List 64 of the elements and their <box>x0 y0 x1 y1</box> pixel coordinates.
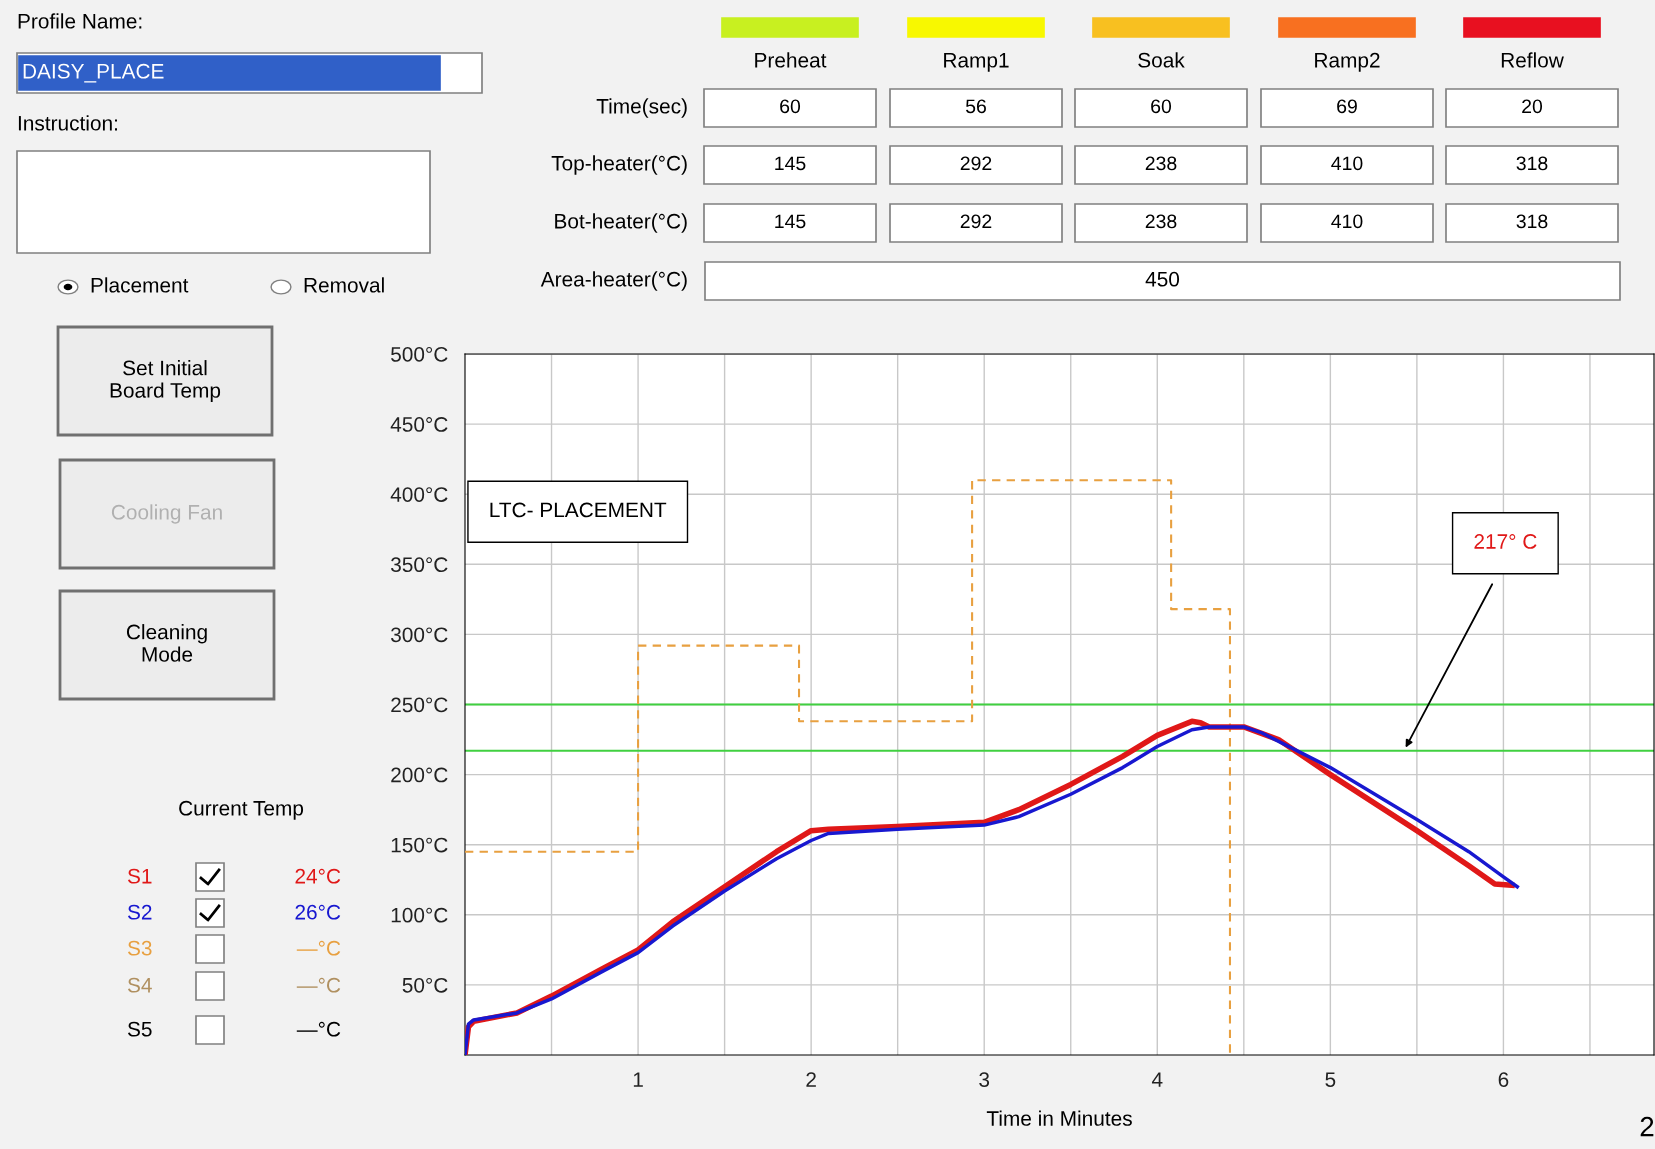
category-label: Reflow <box>1501 52 1564 68</box>
text: Cleaning Mode <box>126 624 207 662</box>
text: S4 <box>127 977 152 993</box>
data-label: 56 <box>965 99 986 114</box>
annotation: 217° C <box>1474 534 1537 549</box>
text: Placement <box>91 277 189 293</box>
x-axis-title: Time in Minutes <box>986 1110 1132 1126</box>
text: —°C <box>296 1021 341 1037</box>
x-tick-label: 6 <box>1498 1072 1509 1087</box>
text: Profile Name: <box>18 13 142 29</box>
data-label: 238 <box>1145 214 1177 229</box>
data-label: 69 <box>1337 99 1357 114</box>
y-tick-label: 150°C <box>391 837 448 853</box>
category-label: Soak <box>1138 52 1185 68</box>
text: Area-heater(°C) <box>540 271 687 291</box>
text: DAISY_PLACE <box>23 63 164 83</box>
data-label: 145 <box>775 156 806 171</box>
data-label: 60 <box>780 99 801 114</box>
data-label: 145 <box>775 214 806 229</box>
data-label: 20 <box>1522 99 1543 114</box>
text: —°C <box>296 977 341 993</box>
series-label: Time(sec) <box>596 98 687 118</box>
data-label: 410 <box>1331 156 1363 171</box>
category-label: Preheat <box>755 52 827 68</box>
y-tick-label: 50°C <box>402 977 448 993</box>
text: Current Temp <box>179 800 304 820</box>
data-label: 318 <box>1516 156 1548 171</box>
text: Removal <box>304 277 384 293</box>
text: 24°C <box>295 868 341 884</box>
x-tick-label: 2 <box>806 1072 816 1087</box>
text: S2 <box>127 904 152 920</box>
series-label: Bot-heater(°C) <box>555 213 687 233</box>
y-tick-label: 200°C <box>391 767 448 783</box>
text: S1 <box>127 868 152 884</box>
y-tick-label: 100°C <box>391 907 448 923</box>
text: 2 <box>1640 1116 1654 1137</box>
text: S3 <box>127 940 152 956</box>
data-label: 292 <box>960 214 992 229</box>
y-tick-label: 350°C <box>391 557 448 573</box>
category-label: Ramp1 <box>944 53 1009 72</box>
y-tick-label: 400°C <box>390 487 448 502</box>
text: Cooling Fan <box>111 504 222 524</box>
annotation: LTC- PLACEMENT <box>490 502 667 518</box>
category-label: Ramp2 <box>1315 52 1380 72</box>
data-label: 318 <box>1516 214 1548 229</box>
x-tick-label: 4 <box>1151 1072 1163 1087</box>
y-tick-label: 500°C <box>391 347 448 362</box>
x-tick-label: 1 <box>633 1072 643 1087</box>
x-tick-label: 3 <box>979 1072 990 1087</box>
series-label: Top-heater(°C) <box>551 155 687 175</box>
text: S5 <box>127 1021 152 1037</box>
text: Instruction: <box>18 115 117 131</box>
text: 450 <box>1145 271 1180 287</box>
x-tick-label: 5 <box>1325 1072 1336 1087</box>
text: Set Initial Board Temp <box>110 360 221 402</box>
text: 26°C <box>295 904 341 920</box>
y-tick-label: 450°C <box>390 417 448 432</box>
y-tick-label: 300°C <box>391 627 448 643</box>
text: —°C <box>296 940 341 956</box>
data-label: 292 <box>960 156 992 171</box>
data-label: 410 <box>1331 214 1363 229</box>
y-tick-label: 250°C <box>391 697 448 713</box>
data-label: 60 <box>1151 99 1172 114</box>
data-label: 238 <box>1145 156 1177 171</box>
